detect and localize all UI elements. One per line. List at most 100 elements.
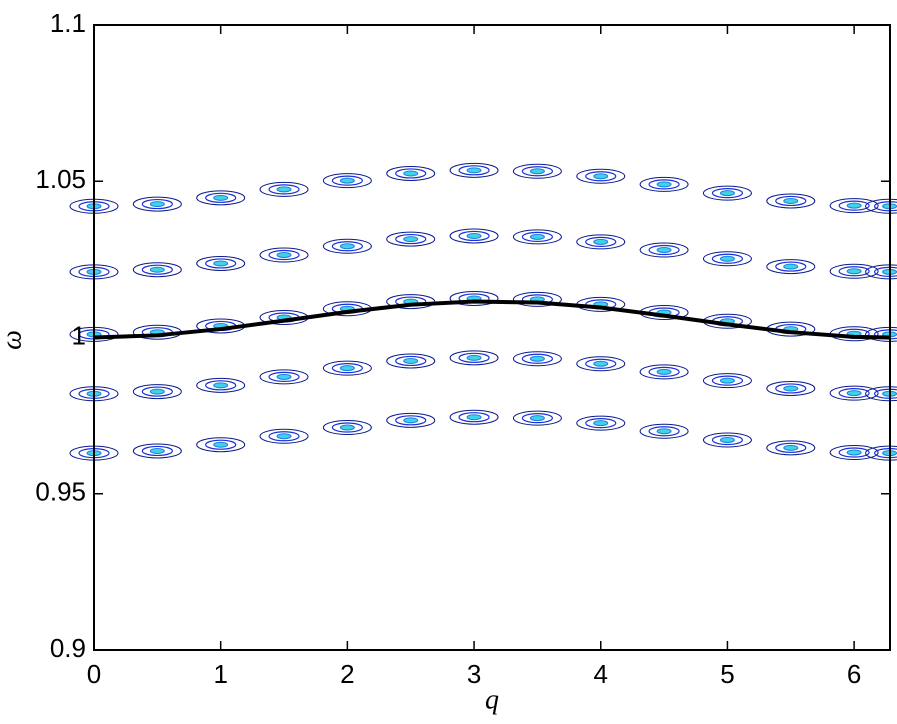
contour-mid — [205, 192, 237, 203]
contour-outer — [196, 190, 246, 206]
contour-mid — [268, 431, 300, 442]
contour-core — [846, 268, 862, 275]
contour-core — [656, 247, 672, 253]
contour-outer — [702, 251, 752, 267]
contour-mid — [141, 386, 173, 397]
contour-core — [529, 355, 545, 362]
contour-outer — [512, 410, 562, 426]
contour-mid — [585, 358, 617, 369]
contour-outer — [639, 364, 689, 380]
contour-mid — [711, 253, 744, 264]
contour-outer — [829, 263, 879, 279]
y-tick-label: 0.9 — [50, 633, 86, 663]
contour-mid — [395, 233, 427, 245]
contour-outer — [386, 353, 436, 369]
contour-core — [783, 444, 799, 451]
contour-core — [213, 382, 229, 389]
contour-outer — [829, 385, 879, 401]
contour-outer — [702, 432, 752, 448]
contour-mid — [268, 184, 300, 195]
contour-core — [656, 368, 672, 375]
contour-outer — [639, 242, 689, 258]
curve — [93, 299, 890, 340]
contour-mid — [331, 363, 363, 374]
contour-mid — [331, 422, 363, 433]
contour-core — [656, 181, 672, 188]
contour-core — [403, 170, 419, 177]
contour-outer — [702, 373, 752, 389]
contour-core — [403, 236, 419, 243]
contour-mid — [521, 353, 554, 364]
contour-mid — [648, 244, 680, 256]
contour-core — [276, 252, 292, 258]
contour-core — [846, 202, 862, 209]
y-tick-label: 1.05 — [35, 164, 86, 194]
contour-outer — [322, 173, 372, 189]
contour-outer — [132, 384, 182, 400]
contour-mid — [395, 355, 427, 367]
contour-outer — [386, 231, 436, 247]
contour-core — [529, 415, 545, 422]
contour-outer — [259, 181, 309, 197]
contour-core — [276, 433, 292, 440]
contour-core — [593, 238, 609, 245]
contour-mid — [458, 352, 490, 363]
contour-mid — [711, 375, 744, 386]
contour-outer — [702, 185, 752, 201]
contour-outer — [259, 369, 309, 385]
contour-outer — [512, 291, 562, 307]
contour-mid — [521, 166, 554, 177]
contour-core — [466, 354, 482, 361]
contour-core — [529, 233, 545, 240]
contour-outer — [512, 163, 562, 179]
contour-mid — [458, 230, 490, 242]
contour-outer — [386, 412, 436, 428]
contour-core — [529, 168, 545, 175]
contour-mid — [648, 179, 680, 190]
contour-core — [339, 243, 355, 250]
contour-mid — [141, 198, 173, 210]
contour-mid — [775, 383, 807, 394]
contour-outer — [512, 229, 562, 245]
contour-mid — [395, 168, 427, 179]
x-axis-label: q — [485, 684, 499, 715]
contour-outer — [386, 165, 436, 181]
y-axis-label: ω — [0, 330, 27, 350]
contour-outer — [259, 428, 309, 444]
contour-outer — [512, 351, 562, 367]
contour-outer — [259, 247, 309, 263]
contour-mid — [775, 195, 807, 207]
contour-outer — [449, 162, 499, 178]
x-tick-label: 6 — [847, 659, 861, 689]
contour-core — [719, 437, 735, 443]
contour-mid — [711, 434, 744, 446]
contour-outer — [766, 193, 816, 209]
contour-mid — [521, 231, 554, 242]
contour-mid — [268, 249, 300, 261]
contour-core — [593, 360, 609, 367]
x-tick-label: 3 — [467, 659, 481, 689]
contour-mid — [838, 388, 870, 399]
contour-outer — [449, 409, 499, 425]
contour-outer — [196, 377, 246, 393]
contour-core — [846, 390, 862, 397]
contour-mid — [838, 266, 870, 277]
contour-mid — [205, 258, 237, 269]
contour-mid — [711, 188, 744, 199]
contour-outer — [829, 445, 879, 460]
x-tick-label: 5 — [720, 659, 734, 689]
contour-core — [656, 428, 672, 435]
contour-core — [466, 232, 482, 239]
contour-outer — [639, 423, 689, 439]
contour-outer — [132, 443, 182, 459]
contour-core — [593, 420, 609, 427]
contour-mid — [775, 261, 807, 272]
y-tick-label: 1.1 — [50, 8, 86, 38]
contour-outer — [576, 415, 626, 431]
contour-core — [213, 260, 229, 267]
contour-core — [339, 177, 355, 184]
contour-core — [149, 447, 165, 454]
contour-core — [719, 377, 735, 384]
